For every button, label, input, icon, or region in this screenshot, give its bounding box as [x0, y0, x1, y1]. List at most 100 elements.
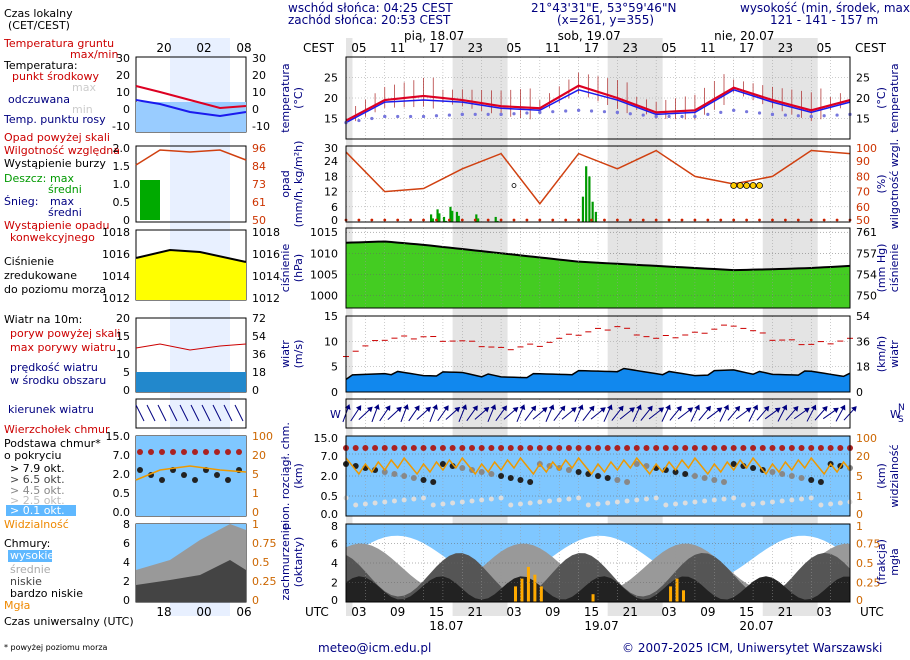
rain-marker-2 — [357, 218, 361, 222]
dir-s-right: S — [898, 415, 904, 425]
dir-n-right: N — [898, 403, 905, 413]
rain-marker-68 — [783, 218, 787, 222]
temp-tick-right-2: 15 — [856, 113, 870, 126]
cloud-base-63 — [750, 465, 757, 471]
hour-cest-7: 23 — [623, 41, 638, 55]
dew-dot-66 — [770, 112, 775, 116]
vis-side-label-0: (km) — [875, 463, 888, 489]
hour-cest-4: 05 — [506, 41, 521, 55]
legend-night-band — [170, 38, 230, 616]
fog-side-label-1: mgła — [888, 548, 901, 576]
cloud-top-9 — [401, 445, 408, 451]
hour-utc-7: 21 — [623, 605, 638, 619]
wind-arrow-27 — [516, 404, 526, 422]
legend-wind-tick-l-3: 5 — [123, 366, 130, 379]
wind-arrow-63 — [748, 404, 759, 422]
height-label: wysokość (min, środek, max) — [740, 1, 910, 15]
rain-marker-64 — [758, 218, 761, 222]
hour-cest-10: 17 — [739, 41, 754, 55]
cloud-base-low-61.5 — [740, 502, 746, 508]
dew-dot-50 — [667, 114, 671, 119]
cloud-base-7.5 — [391, 471, 398, 477]
rain-marker-22 — [486, 218, 490, 222]
cb-left-tick-1: 7.0 — [321, 450, 339, 463]
cloud-base-low-27 — [517, 501, 523, 507]
vis-side-label-1: widzialność — [888, 444, 901, 507]
legend-ctop-0 — [137, 449, 143, 455]
fog-bar-6 — [669, 586, 673, 602]
footer-email[interactable]: meteo@icm.edu.pl — [318, 641, 432, 655]
legend-hour-local-0: 20 — [156, 41, 171, 55]
wind-arrow-3 — [358, 406, 373, 421]
rain-left-tick-3: 12 — [324, 186, 338, 199]
footer-copyright: © 2007-2025 ICM, Uniwersytet Warszawski — [622, 641, 883, 655]
rain-marker-48 — [654, 218, 658, 222]
utc-date-2: 20.07 — [739, 619, 773, 633]
legend-wind-tick-l-1: 15 — [116, 330, 130, 343]
fog-bar-1 — [520, 578, 524, 602]
legend-wind10: Wiatr na 10m: — [4, 313, 83, 326]
cloud-top-31.5 — [546, 445, 553, 451]
cl-right-tick-4: 0 — [856, 594, 863, 607]
rain-marker-70 — [796, 218, 800, 222]
fog-bar-5 — [591, 594, 595, 602]
wind-arrow-7.5 — [387, 406, 402, 420]
wind-arrow-70.5 — [793, 407, 810, 420]
legend-conv2: konwekcyjnego — [10, 231, 95, 244]
wind-arrow-10.5 — [408, 405, 420, 422]
dir-frame — [345, 398, 851, 429]
cloud-base-40.5 — [604, 475, 611, 481]
sunrise-text: wschód słońca: 04:25 CEST — [288, 1, 453, 15]
cl-left-tick-4: 0 — [331, 594, 338, 607]
hour-utc-9: 09 — [700, 605, 715, 619]
legend-frame-4 — [135, 398, 247, 429]
rain-bar-5 — [475, 214, 478, 222]
wind-arrow-16.5 — [445, 406, 461, 420]
cloud-base-low-67.5 — [779, 498, 785, 504]
rain-left-tick-2: 18 — [324, 170, 338, 183]
wind-arrow-75 — [822, 407, 839, 420]
rain-marker-40 — [603, 218, 606, 222]
legend-precip-over: Opad powyżej skali — [4, 131, 110, 144]
dew-dot-72 — [809, 114, 813, 119]
legend-cbase-5 — [192, 477, 198, 483]
wind-tick-left-2: 5 — [331, 361, 338, 374]
utc-label-right: UTC — [860, 605, 884, 619]
pres-side-label-r-1: ciśnienie — [888, 244, 901, 293]
legend-temp-tick-r-1: 20 — [252, 69, 266, 82]
legend-hum-tick-2: 73 — [252, 178, 266, 191]
cloud-base-6 — [381, 469, 388, 475]
legend-high: wysokie — [10, 549, 55, 562]
legend-okt45: > 4.5 okt. — [10, 484, 65, 497]
cloud-top-70.5 — [798, 445, 805, 451]
cloud-base-low-33 — [556, 497, 562, 503]
cloud-base-low-42 — [614, 499, 620, 505]
rain-bar-6 — [494, 216, 497, 222]
cloud-base-low-75 — [828, 501, 834, 507]
height-values: 121 - 141 - 157 m — [770, 13, 879, 27]
legend-hour-local-2: 08 — [236, 41, 251, 55]
wind-arrow-64.5 — [756, 405, 770, 421]
rain-right-tick-4: 60 — [856, 201, 870, 214]
legend-pres-tick-r-2: 1014 — [252, 270, 280, 283]
cloud-base-low-10.5 — [411, 496, 417, 502]
cloud-base-24 — [498, 473, 505, 479]
cloud-base-13.5 — [430, 479, 437, 485]
wind-side-label-1: (m/s) — [292, 340, 305, 369]
legend-wind-dir: kierunek wiatru — [8, 403, 94, 416]
hour-utc-1: 09 — [390, 605, 405, 619]
legend-wind-speed: prędkość wiatru — [10, 361, 98, 374]
legend-rain-tick-2: 1.0 — [113, 178, 131, 191]
legend-mid: punkt środkowy — [12, 70, 100, 83]
wind-arrow-30 — [532, 407, 548, 420]
cloud-base-low-66 — [769, 499, 775, 505]
cloud-top-46.5 — [643, 445, 650, 451]
legend-fog-tick-0: 1 — [252, 518, 259, 531]
utc-date-1: 19.07 — [584, 619, 618, 633]
wind-arrow-13.5 — [429, 404, 438, 423]
wind-arrow-1.5 — [350, 405, 362, 422]
cloud-base-18 — [459, 465, 466, 471]
cloud-base-43.5 — [624, 479, 631, 485]
legend-hour-utc-0: 18 — [156, 605, 171, 619]
legend-arrow-8 — [223, 404, 233, 422]
